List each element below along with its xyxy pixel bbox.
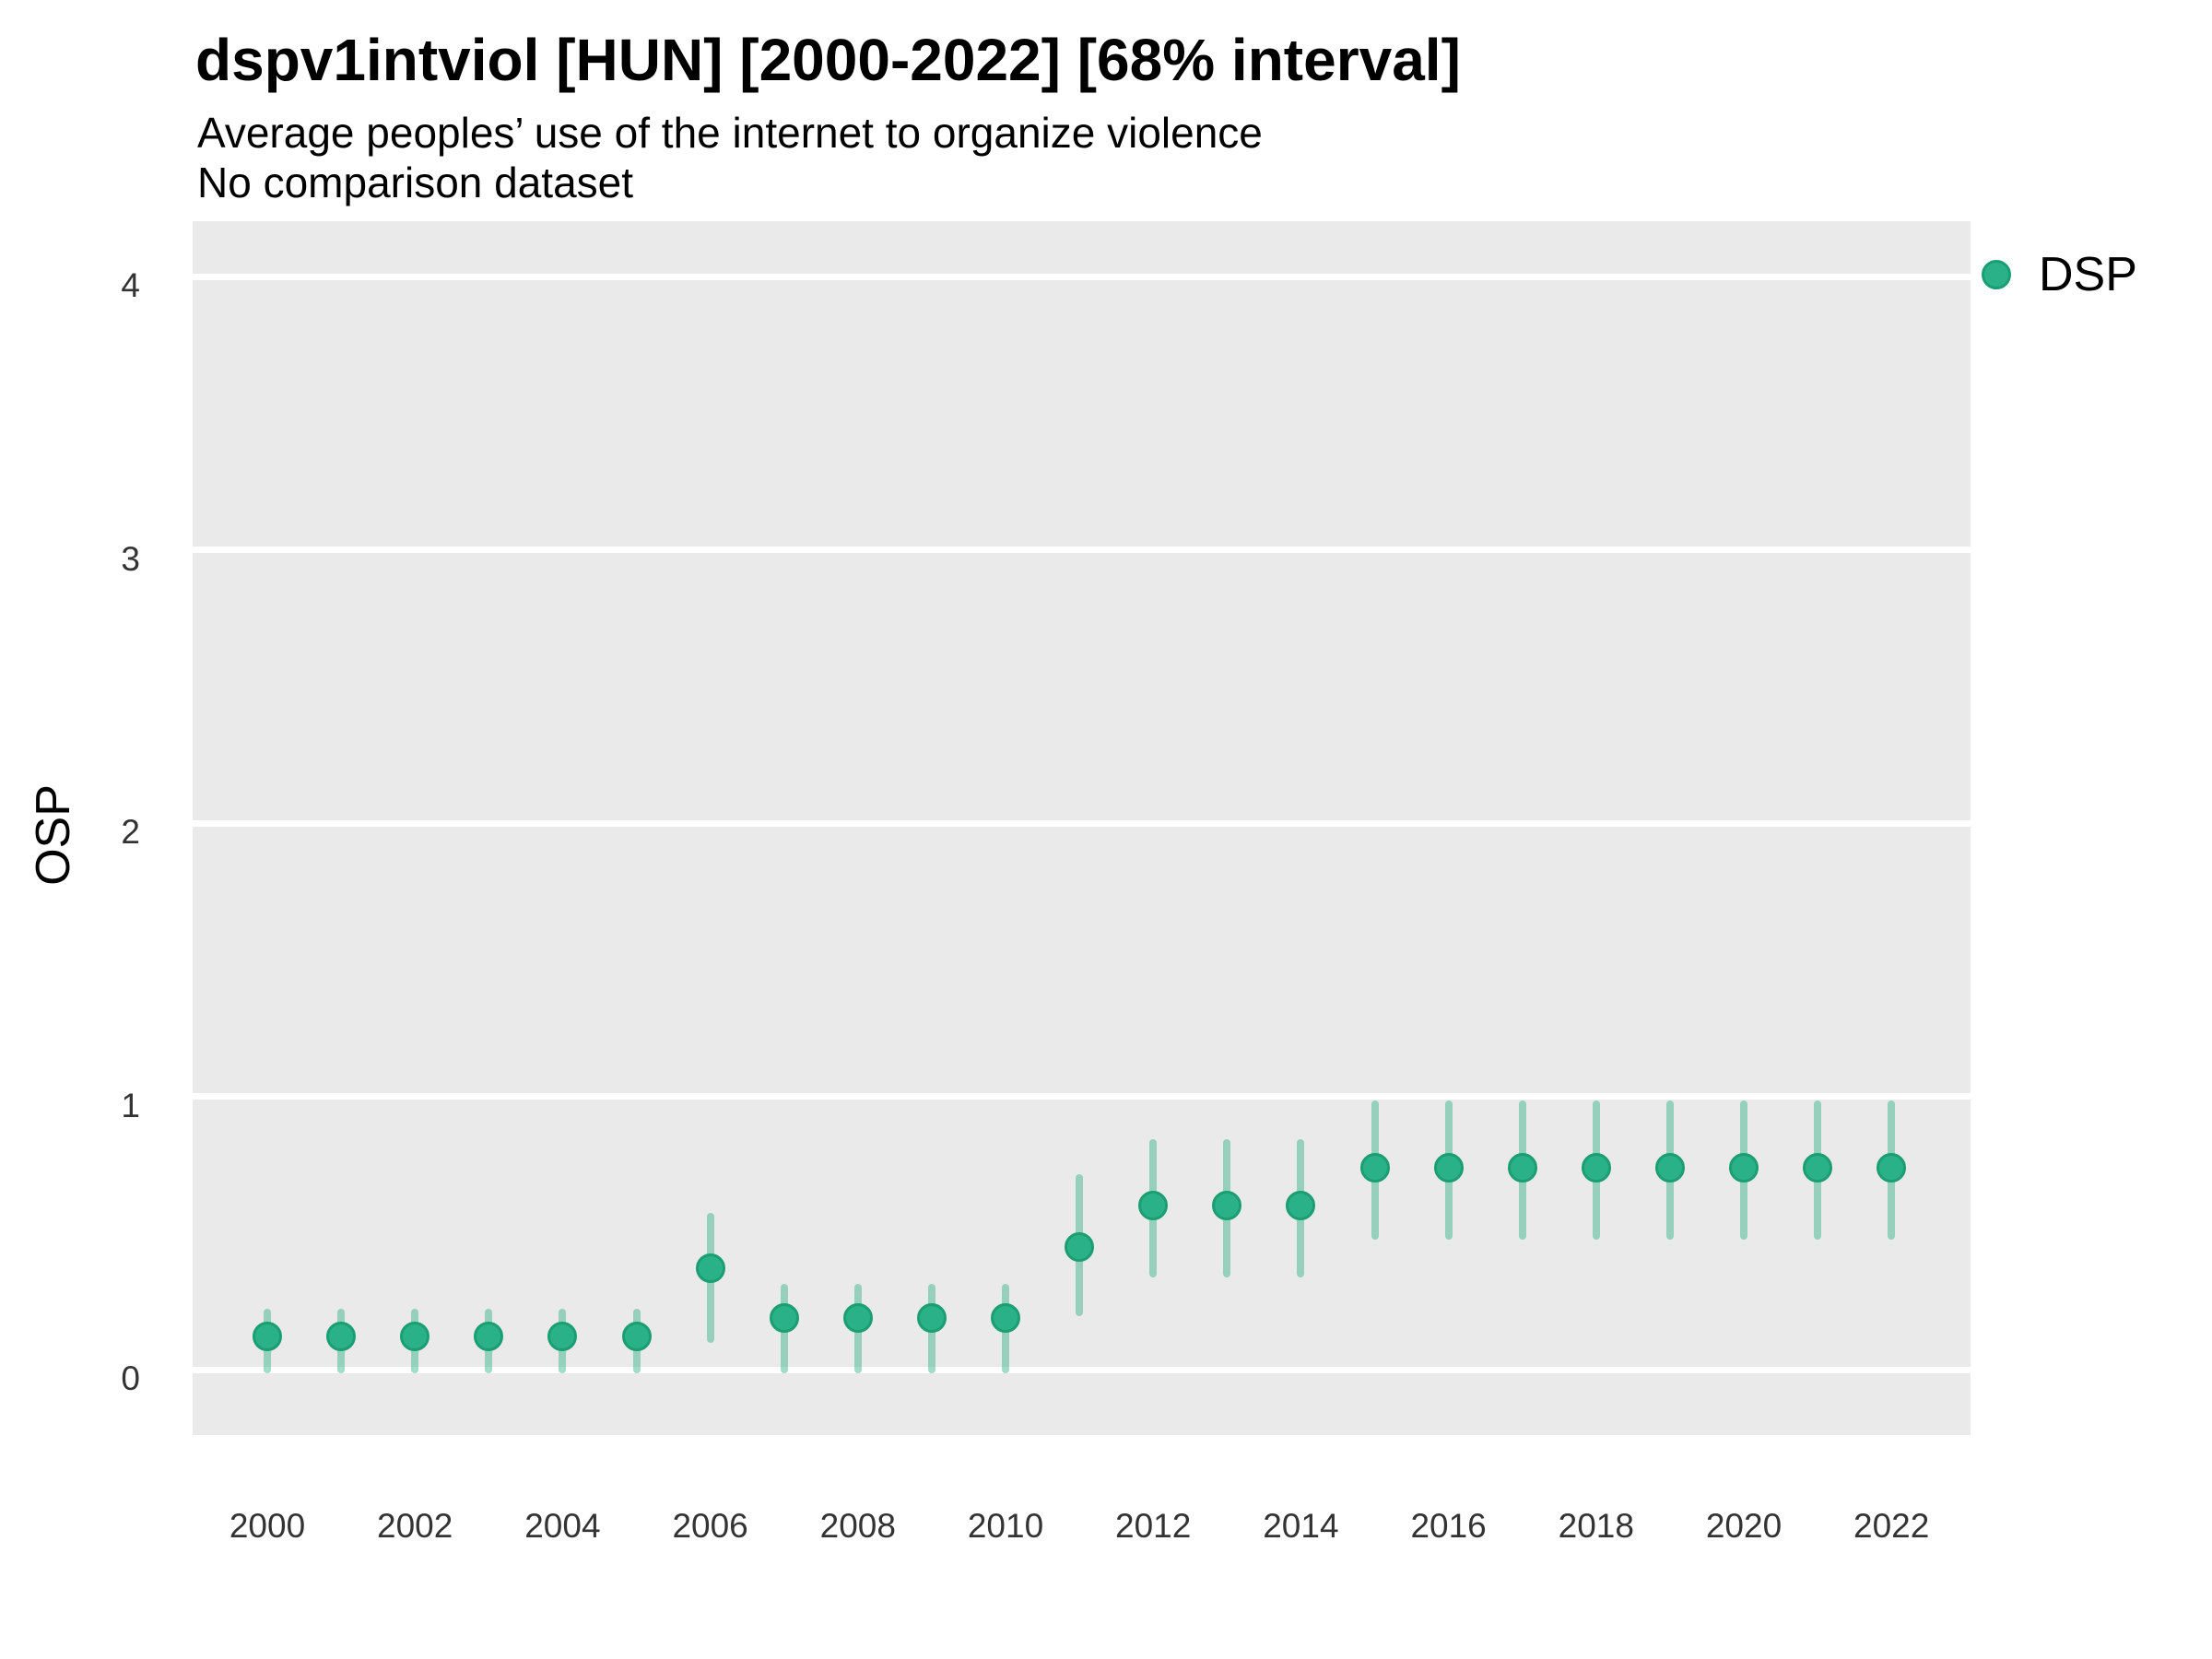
legend: DSP [1982,247,2137,302]
data-point [474,1322,504,1352]
data-point [1729,1152,1759,1182]
gridline-y-3 [193,547,1971,553]
data-point [547,1322,578,1352]
data-point [1581,1152,1611,1182]
legend-circle-icon [1982,260,2011,289]
data-point [1359,1152,1390,1182]
data-point [842,1302,873,1333]
data-point [695,1253,725,1284]
legend-label: DSP [2039,248,2137,301]
y-tick-label: 3 [121,539,140,578]
y-tick-label: 1 [121,1086,140,1124]
data-point [400,1322,430,1352]
y-tick-label: 0 [121,1359,140,1397]
y-tick-label: 2 [121,813,140,851]
x-tick-label: 2010 [967,1507,1044,1545]
gridline-y-1 [193,1093,1971,1100]
data-point [1212,1191,1242,1221]
data-point [1065,1231,1095,1262]
data-point [1803,1152,1833,1182]
data-point [326,1322,357,1352]
x-tick-label: 2000 [229,1507,306,1545]
data-point [1877,1152,1907,1182]
data-point [769,1302,799,1333]
data-point [991,1302,1020,1333]
data-point [1507,1152,1537,1182]
chart-caption: No comparison dataset [197,159,634,206]
data-point [1138,1191,1169,1221]
chart-subtitle: Average peoples’ use of the internet to … [197,109,1263,157]
data-point [621,1322,652,1352]
data-point [1654,1152,1685,1182]
x-tick-label: 2002 [377,1507,453,1545]
gridline-y-4 [193,273,1971,280]
chart-title: dspv1intviol [HUN] [2000-2022] [68% inte… [195,27,1461,93]
gridline-y-0 [193,1366,1971,1373]
x-tick-label: 2012 [1115,1507,1192,1545]
x-tick-label: 2018 [1558,1507,1634,1545]
x-tick-label: 2004 [524,1507,601,1545]
x-tick-label: 2014 [1263,1507,1339,1545]
x-tick-label: 2008 [819,1507,896,1545]
gridline-y-2 [193,819,1971,827]
data-point [916,1302,947,1333]
x-tick-label: 2006 [672,1507,748,1545]
data-point [1286,1191,1316,1221]
plot-panel [193,221,1971,1435]
y-tick-label: 4 [121,266,140,304]
data-point [1433,1152,1464,1182]
x-tick-label: 2020 [1705,1507,1783,1545]
data-point [253,1322,282,1352]
x-tick-label: 2016 [1410,1507,1487,1545]
x-tick-label: 2022 [1853,1507,1930,1545]
y-axis-title: OSP [27,784,80,886]
